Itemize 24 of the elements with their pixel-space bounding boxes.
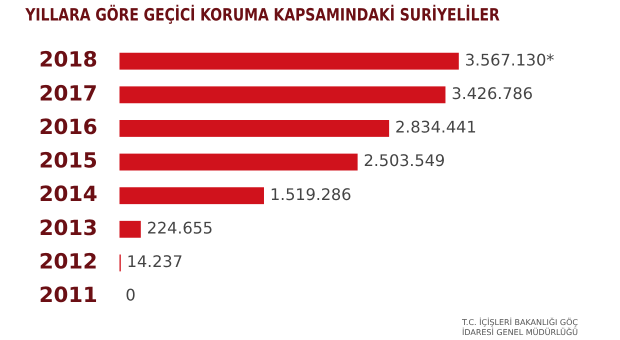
data-label: 1.519.286	[270, 184, 352, 204]
bar	[119, 52, 459, 70]
data-label: 3.567.130*	[464, 50, 554, 70]
bar	[119, 86, 446, 104]
bar	[119, 220, 141, 238]
y-tick-label: 2016	[38, 114, 98, 139]
data-label: 3.426.786	[451, 84, 533, 103]
data-label: 2.503.549	[364, 151, 446, 170]
y-tick-label: 2012	[38, 249, 98, 274]
text: T.C. İÇİŞLERİ BAKANLIĞI GÖÇ İDARESİ GENEL MÜDÜRLÜĞÜ	[460, 318, 580, 338]
chart-title: YILLARA GÖRE GEÇİCİ KORUMA KAPSAMINDAKİ SURİYELİLER	[24, 4, 500, 25]
y-tick-label: 2014	[38, 182, 98, 206]
y-tick-label: 2018	[38, 48, 98, 72]
y-tick-label: 2017	[38, 81, 98, 106]
bar	[119, 120, 390, 137]
y-tick-label: 2011	[38, 283, 98, 308]
bar	[119, 154, 358, 170]
y-tick-label: 2013	[38, 216, 98, 240]
data-label: 224.655	[146, 218, 213, 238]
data-label: 14.237	[126, 252, 183, 272]
bar	[119, 187, 264, 204]
y-tick-label: 2015	[38, 148, 98, 173]
data-label: 0	[125, 286, 136, 305]
data-label: 2.834.441	[395, 118, 477, 137]
